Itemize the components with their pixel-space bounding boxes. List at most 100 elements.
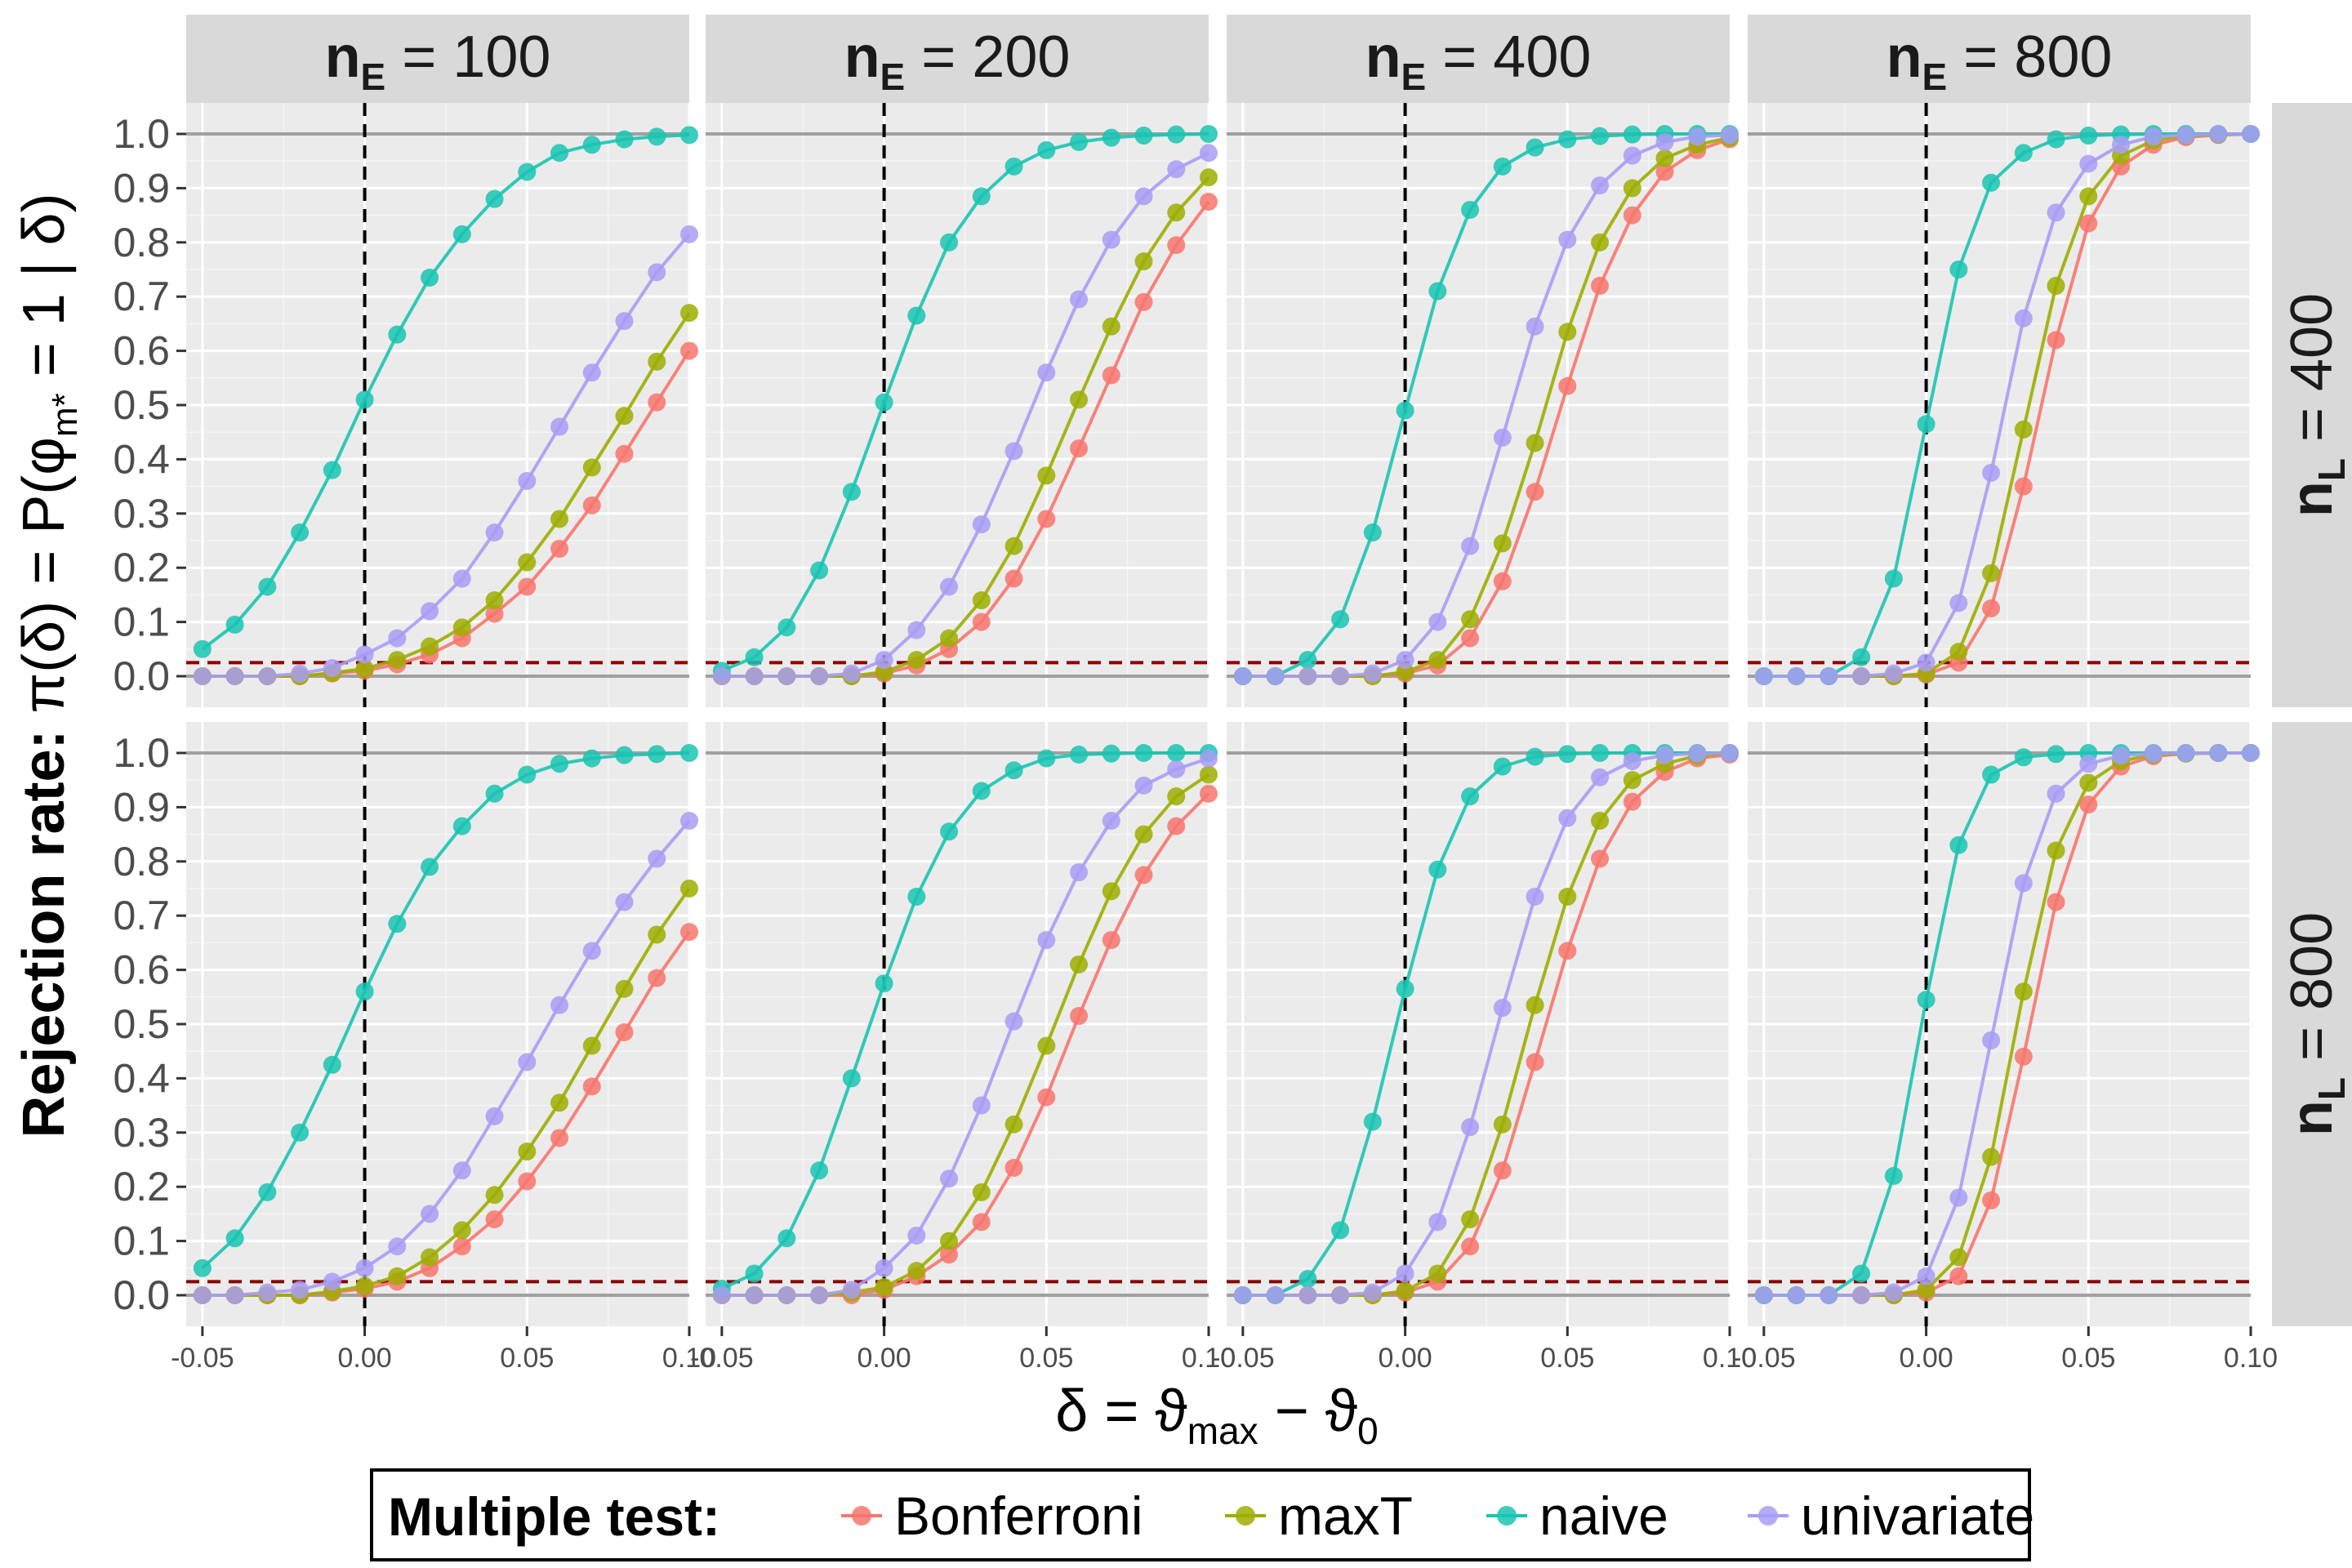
x-tick-label: 0.00: [1899, 1343, 1953, 1374]
strip-label-sub: E: [880, 56, 906, 98]
data-point-univariate: [1852, 1286, 1871, 1304]
data-point-bonferroni: [550, 539, 569, 558]
data-point-naive: [225, 1229, 244, 1248]
y-tick-label: 0.6: [113, 947, 170, 993]
data-point-univariate: [1526, 317, 1544, 336]
y-axis-title: Rejection rate: π(δ) = P(φm* = 1 | δ): [11, 193, 85, 1138]
data-point-univariate: [1591, 768, 1610, 786]
data-point-maxt: [1037, 466, 1056, 485]
data-point-univariate: [712, 1286, 731, 1304]
strip-row-1: nL = 800: [2272, 722, 2352, 1326]
strip-background: [706, 15, 1209, 103]
data-point-maxt: [1493, 1115, 1512, 1134]
data-point-univariate: [2014, 309, 2033, 327]
data-point-univariate: [745, 1286, 764, 1304]
data-point-naive: [1949, 261, 1968, 278]
data-point-naive: [550, 755, 569, 773]
x-axis-title-theta: ϑ: [1155, 1379, 1187, 1444]
data-point-univariate: [291, 664, 310, 683]
legend: Multiple test: Bonferroni maxT naive univar…: [370, 1468, 2034, 1561]
strip-label: nE = 800: [1886, 24, 2113, 98]
panel-r0-c2: [1227, 103, 1739, 707]
series-line-univariate: [1763, 132, 2251, 678]
series-line-univariate: [1763, 751, 2251, 1297]
data-point-maxt: [388, 651, 407, 670]
data-point-naive: [1558, 745, 1577, 764]
data-point-univariate: [2242, 125, 2260, 143]
y-axis-title-subscript: m*: [45, 393, 85, 437]
strip-background: [186, 15, 689, 103]
data-point-naive: [1363, 1112, 1382, 1131]
data-point-maxt: [615, 979, 634, 998]
data-point-maxt: [875, 1278, 893, 1297]
data-point-univariate: [810, 667, 829, 685]
series-line-naive: [1242, 132, 1730, 678]
data-point-naive: [1167, 125, 1186, 144]
data-point-naive: [1558, 130, 1577, 149]
data-point-naive: [1298, 1270, 1317, 1289]
data-point-maxt: [1591, 233, 1610, 252]
data-point-bonferroni: [485, 604, 504, 623]
data-point-naive: [355, 390, 374, 409]
data-point-naive: [777, 1229, 796, 1248]
data-point-naive: [1070, 132, 1089, 151]
data-point-maxt: [1102, 882, 1120, 901]
legend-key-point: [852, 1506, 871, 1526]
legend-label: Bonferroni: [894, 1486, 1143, 1546]
data-point-naive: [1526, 138, 1544, 157]
data-point-univariate: [388, 629, 407, 648]
data-point-univariate: [1982, 1031, 2001, 1049]
data-point-naive: [388, 915, 407, 933]
data-point-maxt: [355, 1276, 374, 1295]
data-point-bonferroni: [1526, 483, 1544, 501]
data-point-maxt: [1949, 1248, 1968, 1267]
data-point-univariate: [1233, 667, 1252, 685]
data-point-maxt: [1917, 1281, 1936, 1299]
data-point-naive: [1982, 173, 2001, 192]
data-point-bonferroni: [1591, 849, 1610, 868]
data-point-univariate: [972, 515, 991, 534]
x-axis-title-delta: δ: [1055, 1379, 1088, 1444]
data-point-univariate: [1004, 1012, 1023, 1031]
data-point-bonferroni: [648, 969, 666, 987]
data-point-univariate: [1134, 776, 1153, 795]
data-point-univariate: [1461, 537, 1480, 555]
data-point-naive: [875, 393, 893, 412]
data-point-univariate: [1493, 428, 1512, 447]
data-point-bonferroni: [1004, 569, 1023, 588]
x-tick-label: 0.00: [1378, 1343, 1432, 1374]
data-point-naive: [680, 744, 698, 762]
y-tick-label: 1.0: [113, 730, 170, 776]
data-point-univariate: [1558, 808, 1577, 827]
data-point-univariate: [485, 1107, 504, 1125]
data-point-maxt: [680, 880, 698, 898]
data-point-maxt: [972, 591, 991, 610]
data-point-univariate: [518, 1053, 537, 1071]
data-point-naive: [842, 483, 861, 501]
data-point-univariate: [1493, 999, 1512, 1018]
y-tick-label: 0.3: [113, 491, 170, 537]
series-line-univariate: [721, 151, 1209, 678]
data-point-naive: [355, 982, 374, 1001]
data-point-naive: [421, 268, 439, 287]
y-tick-label: 0.9: [113, 784, 170, 830]
data-point-bonferroni: [1037, 510, 1056, 528]
data-point-univariate: [258, 667, 277, 685]
strip-label-sub: L: [2310, 458, 2352, 481]
data-point-bonferroni: [1200, 784, 1218, 803]
data-point-univariate: [1917, 653, 1936, 672]
data-point-univariate: [615, 893, 634, 911]
data-point-univariate: [1591, 176, 1610, 195]
data-point-bonferroni: [1134, 866, 1153, 884]
data-point-univariate: [1526, 887, 1544, 906]
data-point-maxt: [1037, 1036, 1056, 1055]
data-point-naive: [940, 822, 959, 841]
data-point-univariate: [1787, 667, 1806, 685]
data-point-univariate: [1037, 931, 1056, 950]
data-point-naive: [745, 1264, 764, 1283]
y-axis-title-bold: Rejection rate:: [11, 713, 77, 1138]
data-point-bonferroni: [1558, 942, 1577, 960]
x-tick-label: -0.05: [171, 1343, 234, 1374]
strip-label-eq: =: [1947, 24, 2014, 90]
